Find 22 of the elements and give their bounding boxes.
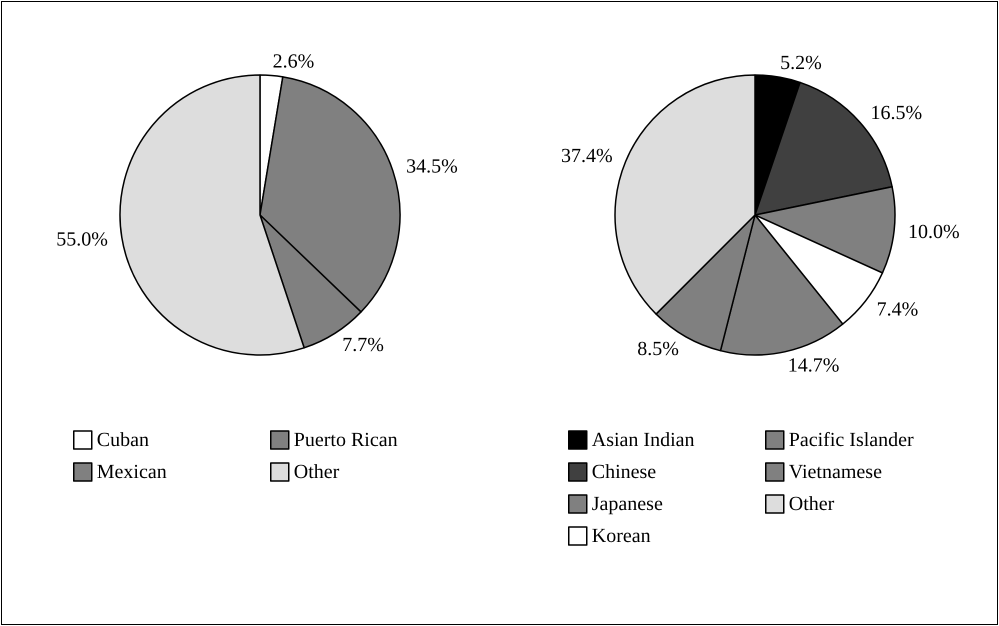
data-label: 7.4% <box>876 298 918 320</box>
data-label: 10.0% <box>908 221 960 244</box>
legend-label: Asian Indian <box>592 429 695 451</box>
legend-label: Puerto Rican <box>294 429 398 451</box>
legend-label: Pacific Islander <box>788 429 914 451</box>
legend-label: Japanese <box>592 493 663 515</box>
data-label: 8.5% <box>637 338 679 360</box>
data-label: 16.5% <box>870 102 922 124</box>
legend-label: Korean <box>592 525 651 547</box>
legend-label: Mexican <box>96 461 167 483</box>
data-label: 2.6% <box>272 50 314 73</box>
data-label: 7.7% <box>342 334 384 356</box>
data-label: 37.4% <box>561 145 613 168</box>
legend-label: Other <box>294 461 340 483</box>
data-label: 34.5% <box>406 155 458 178</box>
legend-label: Vietnamese <box>788 461 882 483</box>
legend-label: Other <box>788 493 835 515</box>
legend-label: Cuban <box>96 429 149 451</box>
data-label: 14.7% <box>788 354 840 376</box>
legend-label: Chinese <box>592 461 656 483</box>
data-label: 55.0% <box>56 228 108 251</box>
data-label: 5.2% <box>780 52 822 74</box>
